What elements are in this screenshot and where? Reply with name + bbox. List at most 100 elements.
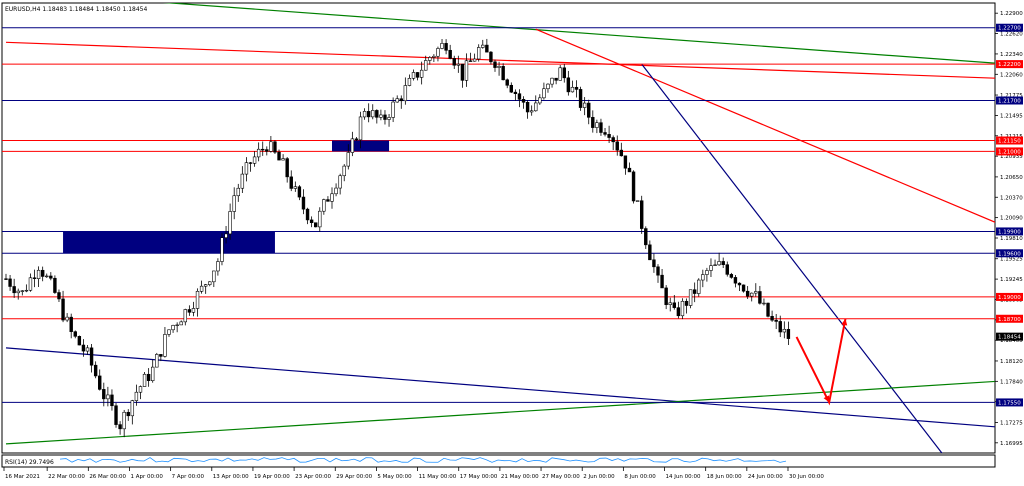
candle-body: [692, 289, 697, 294]
candle-body: [566, 77, 571, 93]
candle: [697, 278, 701, 297]
candle: [721, 257, 725, 268]
candle-body: [297, 186, 302, 198]
candle-body: [619, 149, 624, 157]
candle: [32, 269, 37, 288]
candle-body: [146, 373, 151, 381]
candle-body: [12, 286, 16, 294]
candle-body: [615, 141, 619, 151]
candle-body: [342, 165, 346, 177]
candle-body: [126, 411, 130, 417]
candle: [578, 86, 583, 111]
level-price-label: 1.21700: [998, 98, 1021, 104]
candle: [615, 135, 619, 156]
candle: [8, 275, 12, 291]
time-tick-label: 13 Apr 00:00: [213, 474, 249, 480]
candle-body: [786, 328, 791, 339]
red-trendline: [5, 41, 995, 79]
candle-body: [338, 175, 342, 189]
candle-body: [733, 277, 738, 284]
time-tick-label: 30 Jun 00:00: [789, 474, 824, 480]
candle: [4, 273, 8, 280]
candle: [146, 368, 151, 387]
candle: [281, 154, 285, 161]
level-price-label: 1.19900: [998, 229, 1021, 235]
candle-body: [195, 290, 200, 309]
candle-body: [224, 233, 228, 238]
time-tick-label: 5 May 00:00: [377, 474, 412, 480]
candle-body: [525, 101, 530, 113]
time-tick-label: 8 Jun 00:00: [624, 474, 656, 480]
candle-body: [460, 63, 465, 81]
candle-body: [468, 60, 473, 62]
candle: [505, 78, 509, 89]
candle-body: [138, 386, 143, 393]
candle-body: [216, 261, 220, 272]
candle-body: [656, 266, 660, 276]
last-price-label: 1.18454: [998, 335, 1021, 341]
candle-body: [110, 394, 114, 407]
candle: [289, 170, 293, 192]
candle: [16, 288, 20, 300]
candle-body: [151, 366, 155, 381]
green-trendline: [5, 380, 995, 445]
price-tick-label: 1.20370: [1000, 195, 1023, 201]
candle-body: [65, 316, 69, 321]
candle: [362, 108, 367, 120]
candle-body: [448, 49, 452, 59]
candle-body: [142, 373, 147, 387]
candle: [110, 389, 114, 411]
candle: [676, 301, 681, 319]
candle: [93, 361, 98, 379]
candle: [224, 226, 228, 244]
time-tick-label: 23 Apr 00:00: [295, 474, 331, 480]
time-tick-label: 17 May 00:00: [460, 474, 498, 480]
candle-body: [24, 289, 29, 292]
main-plot-frame: [1, 2, 996, 454]
candle: [595, 119, 599, 134]
candle: [212, 270, 216, 288]
candle: [432, 54, 436, 62]
candle-body: [607, 134, 611, 138]
candle-body: [28, 277, 33, 291]
candle: [493, 59, 497, 72]
candle: [387, 114, 391, 127]
level-price-tag: [996, 292, 1023, 301]
candle-body: [346, 152, 350, 167]
candle-body: [350, 138, 355, 153]
candle: [354, 136, 359, 142]
candle: [269, 136, 273, 153]
rsi-label: RSI(14) 29.7496: [5, 459, 54, 466]
candle: [741, 284, 746, 293]
symbol-info: EURUSD,H4 1.18483 1.18484 1.18450 1.1845…: [5, 6, 147, 13]
candle: [244, 157, 249, 182]
candle: [664, 285, 668, 310]
candle: [660, 269, 664, 289]
candle: [424, 55, 428, 71]
candle-body: [167, 329, 171, 335]
candle: [187, 305, 192, 316]
candle-body: [330, 193, 334, 202]
candles-layer: [4, 38, 791, 438]
candle: [705, 267, 709, 282]
candle: [644, 226, 648, 249]
candle: [309, 216, 314, 228]
level-price-tag: [996, 60, 1023, 69]
candle-body: [98, 375, 102, 390]
price-tick-label: 1.22900: [1000, 11, 1023, 17]
candle: [277, 149, 281, 161]
candle-body: [220, 237, 224, 262]
candle-body: [713, 264, 717, 266]
candle-body: [49, 275, 53, 279]
red-trendline: [535, 28, 995, 223]
candle-body: [688, 289, 693, 306]
candle-body: [8, 278, 12, 287]
candle: [448, 44, 452, 60]
candle: [754, 283, 758, 297]
candle: [745, 286, 750, 300]
candle-body: [236, 187, 240, 197]
candle-body: [562, 67, 566, 79]
candle: [415, 72, 420, 81]
candle: [322, 198, 326, 215]
